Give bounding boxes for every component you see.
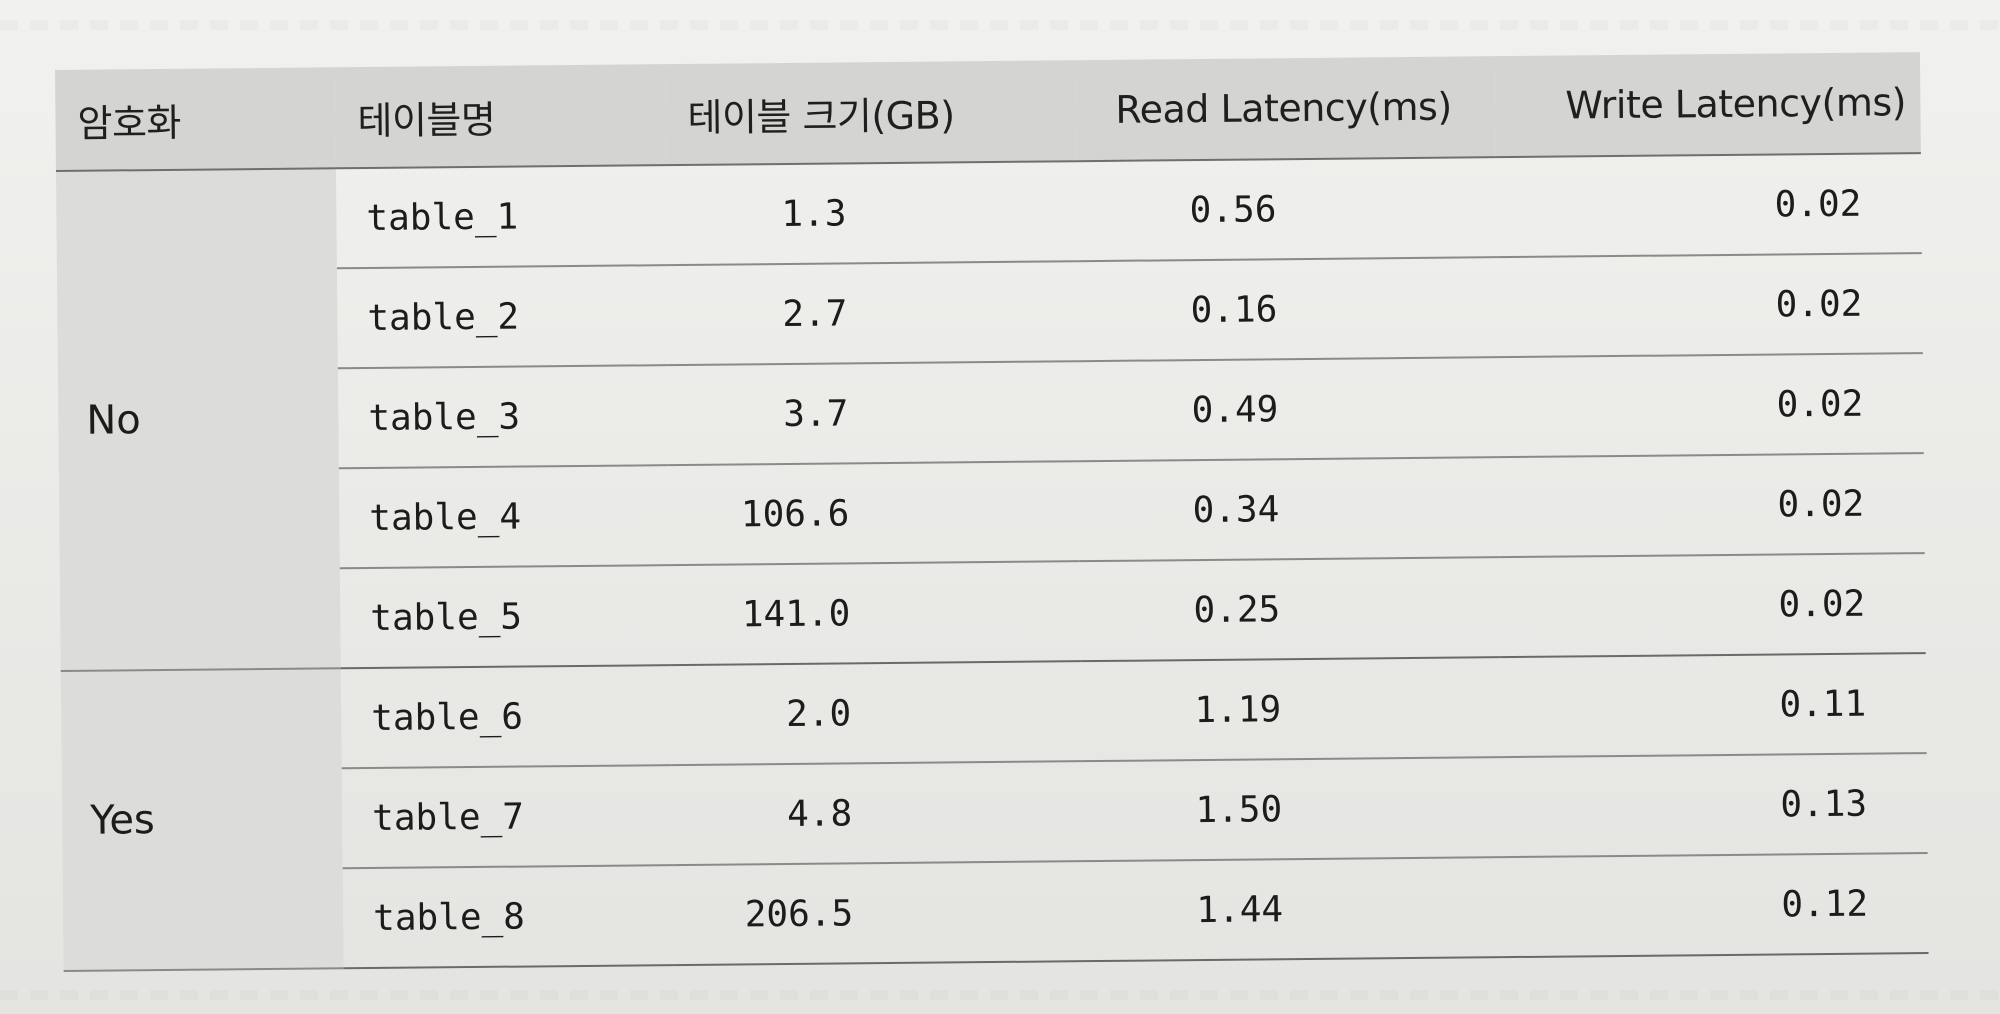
table-row: table_7 4.8 1.50 0.13 xyxy=(62,753,1928,871)
header-encryption: 암호화 xyxy=(55,67,336,171)
cell-table-size: 4.8 xyxy=(671,761,1083,866)
cell-write-latency: 0.02 xyxy=(1496,253,1923,358)
latency-table: 암호화 테이블명 테이블 크기(GB) Read Latency(ms) Wri… xyxy=(55,52,1929,972)
table-header: 암호화 테이블명 테이블 크기(GB) Read Latency(ms) Wri… xyxy=(55,52,1921,171)
cell-write-latency: 0.02 xyxy=(1498,453,1925,558)
table-row: table_2 2.7 0.16 0.02 xyxy=(57,253,1923,371)
cell-read-latency: 0.49 xyxy=(1077,357,1499,462)
cell-table-size: 141.0 xyxy=(669,561,1081,666)
header-row: 암호화 테이블명 테이블 크기(GB) Read Latency(ms) Wri… xyxy=(55,52,1921,171)
cell-table-name: table_6 xyxy=(340,665,672,769)
cell-table-name: table_8 xyxy=(342,865,674,969)
header-write-latency: Write Latency(ms) xyxy=(1494,52,1921,158)
header-table-name: 테이블명 xyxy=(334,64,666,169)
cell-write-latency: 0.12 xyxy=(1502,853,1929,958)
table-row: table_8 206.5 1.44 0.12 xyxy=(63,853,1929,971)
cell-write-latency: 0.02 xyxy=(1497,353,1924,458)
cell-table-size: 2.0 xyxy=(670,661,1082,766)
cell-write-latency: 0.02 xyxy=(1499,553,1926,658)
table-row: table_5 141.0 0.25 0.02 xyxy=(60,553,1926,671)
cell-table-name: table_5 xyxy=(339,565,671,669)
cell-read-latency: 0.56 xyxy=(1075,157,1497,262)
cell-table-size: 1.3 xyxy=(665,161,1077,266)
group-label-yes: Yes xyxy=(60,668,344,971)
cell-table-name: table_1 xyxy=(335,165,667,269)
bleed-through-text xyxy=(0,20,2000,30)
cell-write-latency: 0.11 xyxy=(1500,653,1927,758)
cell-read-latency: 0.16 xyxy=(1076,257,1498,362)
cell-write-latency: 0.02 xyxy=(1495,153,1922,258)
cell-read-latency: 1.19 xyxy=(1080,657,1502,762)
cell-read-latency: 1.50 xyxy=(1081,757,1503,862)
cell-table-size: 3.7 xyxy=(667,361,1079,466)
cell-read-latency: 0.34 xyxy=(1078,457,1500,562)
latency-table-container: 암호화 테이블명 테이블 크기(GB) Read Latency(ms) Wri… xyxy=(55,52,1929,972)
bleed-through-text xyxy=(0,990,2000,1000)
cell-table-name: table_4 xyxy=(338,465,670,569)
cell-table-size: 2.7 xyxy=(666,261,1078,366)
table-row: table_4 106.6 0.34 0.02 xyxy=(59,453,1925,571)
group-label-no: No xyxy=(55,168,341,671)
table-row: No table_1 1.3 0.56 0.02 xyxy=(55,153,1922,671)
cell-read-latency: 0.25 xyxy=(1079,557,1501,662)
cell-write-latency: 0.13 xyxy=(1501,753,1928,858)
cell-table-name: table_2 xyxy=(336,265,668,369)
header-read-latency: Read Latency(ms) xyxy=(1074,56,1496,162)
cell-table-size: 206.5 xyxy=(672,861,1084,966)
table-row: table_3 3.7 0.49 0.02 xyxy=(58,353,1924,471)
cell-read-latency: 1.44 xyxy=(1082,857,1504,962)
cell-table-name: table_3 xyxy=(337,365,669,469)
cell-table-name: table_7 xyxy=(341,765,673,869)
header-table-size: 테이블 크기(GB) xyxy=(664,60,1076,166)
table-body: No table_1 1.3 0.56 0.02 table_2 2.7 0.1… xyxy=(55,153,1929,971)
table-row: Yes table_6 2.0 1.19 0.11 xyxy=(60,653,1927,971)
cell-table-size: 106.6 xyxy=(668,461,1080,566)
